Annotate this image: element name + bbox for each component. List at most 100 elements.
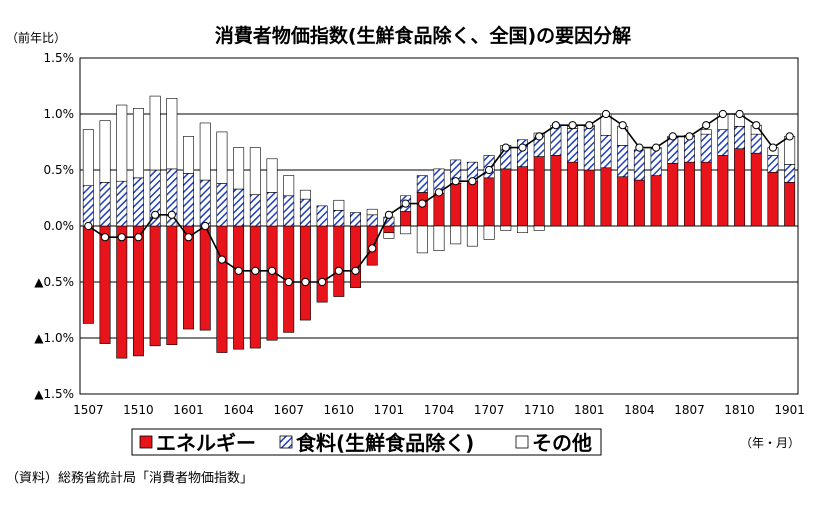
bar-energy xyxy=(567,161,579,227)
total-point xyxy=(151,210,160,219)
bar-energy xyxy=(299,225,311,321)
bar-other xyxy=(366,208,378,216)
total-point xyxy=(401,199,410,208)
bar-food xyxy=(266,192,278,227)
total-point xyxy=(768,143,778,152)
bar-energy xyxy=(266,225,278,341)
bar-food xyxy=(199,179,211,227)
bar-food xyxy=(216,183,228,227)
bar-other xyxy=(466,225,478,247)
total-point xyxy=(551,121,560,130)
y-tick-label: ▲1.5% xyxy=(34,387,74,401)
total-point xyxy=(735,109,744,119)
bar-food xyxy=(517,139,528,167)
total-point xyxy=(535,132,544,141)
total-point xyxy=(518,143,527,152)
y-tick-label: 1.0% xyxy=(44,107,75,121)
bar-other xyxy=(82,129,94,186)
x-tick-label: 1701 xyxy=(374,403,405,417)
x-tick-label: 1704 xyxy=(424,403,455,417)
total-point xyxy=(568,121,577,130)
bar-other xyxy=(500,225,512,231)
total-point xyxy=(251,266,260,275)
bar-energy xyxy=(533,156,545,227)
bar-food xyxy=(617,145,629,178)
total-point xyxy=(234,266,243,275)
bar-energy xyxy=(350,225,361,288)
bar-other xyxy=(517,225,528,234)
total-point xyxy=(635,143,644,152)
bar-food xyxy=(717,129,729,156)
x-tick-label: 1507 xyxy=(73,403,104,417)
total-point xyxy=(201,221,210,231)
bar-food xyxy=(233,188,245,227)
bar-energy xyxy=(767,171,779,227)
bar-energy xyxy=(233,225,245,350)
bar-food xyxy=(750,133,762,154)
bar-energy xyxy=(633,179,645,227)
bar-other xyxy=(416,225,428,254)
total-point xyxy=(618,121,627,130)
total-point xyxy=(434,188,444,197)
bar-food xyxy=(650,148,662,176)
y-tick-label: 0.5% xyxy=(44,163,75,177)
bar-food xyxy=(784,164,796,183)
bar-food xyxy=(734,126,746,150)
bar-energy xyxy=(199,225,211,331)
bar-food xyxy=(700,133,712,163)
bar-other xyxy=(700,129,712,135)
bar-food xyxy=(333,210,345,227)
bar-energy xyxy=(450,183,462,227)
bar-energy xyxy=(116,225,128,359)
legend-swatch-food xyxy=(279,435,293,449)
bar-energy xyxy=(583,169,595,227)
total-point xyxy=(117,233,126,242)
bar-food xyxy=(416,175,428,193)
bar-energy xyxy=(183,225,195,330)
x-tick-label: 1707 xyxy=(474,403,505,417)
legend-swatch-energy xyxy=(139,435,153,449)
total-point xyxy=(785,132,794,141)
bar-energy xyxy=(249,225,261,349)
bar-other xyxy=(533,225,545,231)
y-axis-ticks: 1.5% 1.0% 0.5% 0.0% ▲0.5% ▲1.0% ▲1.5% xyxy=(34,51,74,401)
bar-other xyxy=(266,158,278,193)
y-unit-label: （前年比） xyxy=(6,30,66,45)
bar-other xyxy=(283,175,295,197)
x-tick-label: 1610 xyxy=(324,403,355,417)
bar-energy xyxy=(400,211,412,227)
total-point xyxy=(752,121,761,130)
bar-other xyxy=(299,189,311,200)
bar-energy xyxy=(483,177,495,227)
total-point xyxy=(668,132,677,141)
legend-label-food: 食料(生鮮食品除く) xyxy=(296,431,474,455)
bar-food xyxy=(667,137,679,164)
bar-other xyxy=(233,147,245,190)
y-tick-label: 1.5% xyxy=(44,51,75,65)
bar-energy xyxy=(517,166,528,227)
bar-energy xyxy=(550,155,562,227)
bar-other xyxy=(333,199,345,211)
x-tick-label: 1810 xyxy=(724,403,755,417)
bar-food xyxy=(366,214,378,227)
total-point xyxy=(702,121,711,130)
bar-food xyxy=(299,198,311,227)
x-tick-label: 1807 xyxy=(674,403,705,417)
bar-energy xyxy=(667,162,679,227)
bar-energy xyxy=(166,225,178,346)
bar-food xyxy=(350,212,361,227)
bar-food xyxy=(99,182,111,227)
total-point xyxy=(718,109,727,119)
x-tick-label: 1901 xyxy=(774,403,805,417)
bar-other xyxy=(116,104,128,182)
total-point xyxy=(100,233,110,242)
bar-food xyxy=(116,180,128,227)
bar-energy xyxy=(717,155,729,227)
bar-energy xyxy=(132,225,144,357)
x-tick-label: 1710 xyxy=(524,403,555,417)
total-point xyxy=(184,233,193,242)
source-note: （資料）総務省統計局「消費者物価指数」 xyxy=(6,470,253,486)
total-point xyxy=(84,221,93,231)
bar-other xyxy=(149,95,161,171)
